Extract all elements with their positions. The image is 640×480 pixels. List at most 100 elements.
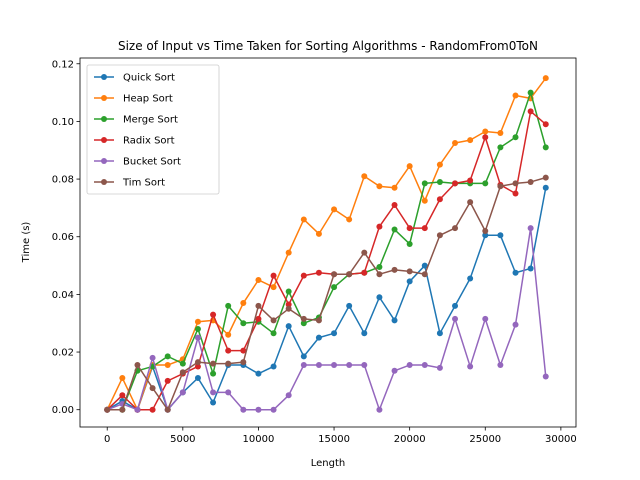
data-point-merge-sort [421,180,428,187]
legend-item-quick-sort: Quick Sort [94,73,175,84]
data-point-tim-sort [149,385,156,392]
data-point-heap-sort [194,318,201,325]
data-point-heap-sort [225,331,232,338]
data-point-bucket-sort [210,389,217,396]
data-point-quick-sort [467,275,474,282]
data-point-quick-sort [527,265,534,272]
data-point-radix-sort [225,347,232,354]
data-point-tim-sort [376,271,383,278]
legend-marker [101,116,107,122]
data-point-tim-sort [104,406,111,413]
data-point-tim-sort [240,359,247,366]
data-point-tim-sort [497,183,504,190]
legend-label: Bucket Sort [123,157,181,168]
legend-box [86,64,220,195]
data-point-bucket-sort [376,406,383,413]
data-point-merge-sort [179,360,186,367]
data-point-heap-sort [361,173,368,180]
data-point-heap-sort [497,129,504,136]
data-point-heap-sort [482,128,489,135]
data-point-tim-sort [300,315,307,322]
data-point-merge-sort [331,284,338,291]
data-point-bucket-sort [361,362,368,369]
data-point-merge-sort [164,353,171,360]
data-point-tim-sort [361,249,368,256]
legend-label: Heap Sort [123,94,173,105]
data-point-heap-sort [285,249,292,256]
data-point-bucket-sort [512,321,519,328]
legend-marker [101,95,107,101]
data-point-radix-sort [512,190,519,197]
y-tick-label: 0.02 [52,348,74,359]
data-point-heap-sort [452,140,459,147]
data-point-radix-sort [164,377,171,384]
data-point-bucket-sort [194,334,201,341]
data-point-bucket-sort [331,362,338,369]
x-tick-label: 5000 [170,434,195,445]
data-point-radix-sort [361,269,368,276]
data-point-tim-sort [346,271,353,278]
data-point-tim-sort [512,180,519,187]
data-point-tim-sort [542,174,549,181]
data-point-tim-sort [421,271,428,278]
series-line-bucket-sort [106,227,547,411]
data-point-heap-sort [512,92,519,99]
data-point-tim-sort [482,227,489,234]
y-tick-label: 0.00 [52,405,74,416]
y-tick-label: 0.08 [52,175,74,186]
data-point-quick-sort [255,370,262,377]
data-point-heap-sort [315,230,322,237]
data-point-bucket-sort [497,362,504,369]
data-point-radix-sort [240,347,247,354]
legend-item-bucket-sort: Bucket Sort [94,157,181,168]
data-point-merge-sort [436,178,443,185]
data-point-bucket-sort [436,364,443,371]
series-tim-sort [104,174,549,413]
chart-title: Size of Input vs Time Taken for Sorting … [118,39,538,53]
data-point-radix-sort [542,121,549,128]
data-point-merge-sort [391,226,398,233]
data-point-tim-sort [467,199,474,206]
data-point-tim-sort [210,360,217,367]
data-point-bucket-sort [285,392,292,399]
data-point-bucket-sort [482,315,489,322]
legend-item-tim-sort: Tim Sort [94,178,165,189]
data-point-heap-sort [270,284,277,291]
data-point-bucket-sort [255,406,262,413]
data-point-quick-sort [361,330,368,337]
x-tick-label: 20000 [394,434,426,445]
data-point-radix-sort [255,315,262,322]
legend-marker [101,137,107,143]
legend-label: Quick Sort [123,73,175,84]
data-point-heap-sort [376,183,383,190]
data-point-heap-sort [436,161,443,168]
data-point-tim-sort [270,317,277,324]
data-point-quick-sort [315,334,322,341]
data-point-merge-sort [406,240,413,247]
data-point-radix-sort [300,272,307,279]
x-axis-title: Length [311,458,346,469]
legend-label: Radix Sort [123,136,175,147]
data-point-heap-sort [300,216,307,223]
data-point-bucket-sort [179,389,186,396]
data-point-quick-sort [421,262,428,269]
y-tick-label: 0.10 [52,117,74,128]
series-heap-sort [104,75,549,413]
data-point-tim-sort [527,178,534,185]
data-point-tim-sort [331,271,338,278]
data-point-tim-sort [119,406,126,413]
data-point-merge-sort [285,288,292,295]
legend-item-merge-sort: Merge Sort [94,115,178,126]
data-point-bucket-sort [406,362,413,369]
data-point-quick-sort [542,184,549,191]
data-point-tim-sort [134,362,141,369]
data-point-radix-sort [421,225,428,232]
data-point-tim-sort [452,225,459,232]
data-point-bucket-sort [391,367,398,374]
legend-marker [101,74,107,80]
data-point-tim-sort [255,302,262,309]
data-point-radix-sort [194,363,201,370]
data-point-quick-sort [346,302,353,309]
data-point-heap-sort [406,163,413,170]
